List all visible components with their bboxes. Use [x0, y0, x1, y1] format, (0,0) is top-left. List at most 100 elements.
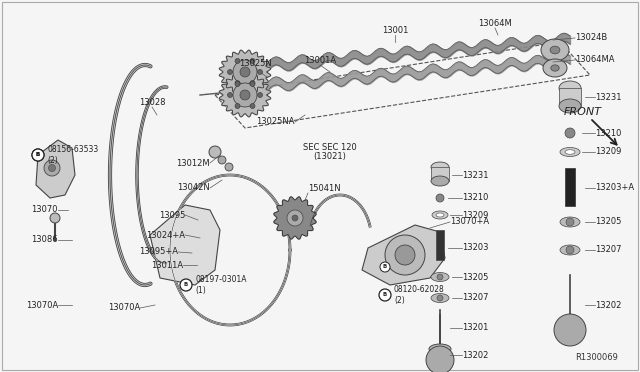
Text: 13095: 13095 [159, 211, 185, 219]
Circle shape [235, 103, 240, 109]
Ellipse shape [429, 344, 451, 354]
Circle shape [49, 164, 56, 171]
Circle shape [209, 146, 221, 158]
Circle shape [566, 246, 574, 254]
Text: 13064MA: 13064MA [575, 55, 614, 64]
Circle shape [50, 213, 60, 223]
Text: 13024+A: 13024+A [146, 231, 185, 240]
Bar [431, 167, 449, 181]
Circle shape [257, 93, 262, 97]
Circle shape [240, 67, 250, 77]
Circle shape [436, 194, 444, 202]
Polygon shape [220, 50, 271, 94]
Circle shape [240, 90, 250, 100]
Circle shape [233, 60, 257, 84]
Circle shape [32, 149, 44, 161]
Ellipse shape [431, 273, 449, 282]
Circle shape [250, 103, 255, 109]
Text: 13209: 13209 [595, 148, 621, 157]
Circle shape [257, 70, 262, 74]
Text: 08197-0301A
(1): 08197-0301A (1) [195, 275, 246, 295]
Circle shape [250, 81, 255, 86]
Text: 08120-62028
(2): 08120-62028 (2) [394, 285, 445, 305]
Circle shape [227, 70, 232, 74]
Text: B: B [383, 264, 387, 269]
Circle shape [385, 235, 425, 275]
Ellipse shape [436, 213, 444, 217]
Text: SEC SEC 120: SEC SEC 120 [303, 144, 357, 153]
Circle shape [32, 149, 44, 161]
Circle shape [437, 274, 443, 280]
Text: R1300069: R1300069 [575, 353, 618, 362]
Text: 13011A: 13011A [151, 260, 183, 269]
Text: 13024B: 13024B [575, 33, 607, 42]
Circle shape [218, 156, 226, 164]
Text: 13028: 13028 [139, 98, 165, 107]
Circle shape [426, 346, 454, 372]
Circle shape [380, 262, 390, 272]
Circle shape [180, 279, 192, 291]
Text: 13210: 13210 [462, 193, 488, 202]
Circle shape [250, 81, 255, 86]
Text: 13210: 13210 [595, 128, 621, 138]
Text: 08156-63533
(2): 08156-63533 (2) [47, 145, 99, 165]
Text: 13209: 13209 [462, 211, 488, 219]
Text: 13095+A: 13095+A [139, 247, 178, 257]
Bar [559, 88, 581, 106]
Ellipse shape [551, 65, 559, 71]
Text: 13025N: 13025N [239, 59, 271, 68]
Text: FRONT: FRONT [564, 107, 602, 117]
Polygon shape [362, 225, 445, 285]
Ellipse shape [432, 211, 448, 219]
Text: 13202: 13202 [462, 350, 488, 359]
Ellipse shape [560, 245, 580, 255]
Text: 13205: 13205 [462, 273, 488, 282]
Text: 13025NA: 13025NA [257, 118, 295, 126]
Polygon shape [274, 197, 316, 239]
Ellipse shape [560, 148, 580, 157]
Text: 13203: 13203 [462, 244, 488, 253]
Text: B: B [36, 153, 40, 157]
Text: 13070+A: 13070+A [450, 218, 489, 227]
Ellipse shape [543, 59, 567, 77]
Ellipse shape [431, 162, 449, 172]
Text: 13231: 13231 [462, 170, 488, 180]
Ellipse shape [431, 176, 449, 186]
Text: 13070A: 13070A [108, 304, 140, 312]
Text: 13202: 13202 [595, 301, 621, 310]
Text: B: B [36, 153, 40, 157]
Ellipse shape [541, 39, 569, 61]
Text: 13207: 13207 [462, 294, 488, 302]
Circle shape [395, 245, 415, 265]
Text: 13086: 13086 [31, 235, 58, 244]
Circle shape [379, 289, 391, 301]
Text: B: B [383, 292, 387, 298]
Ellipse shape [559, 81, 581, 95]
Ellipse shape [565, 150, 575, 154]
Text: 13201: 13201 [462, 324, 488, 333]
Circle shape [235, 58, 240, 64]
Text: B: B [184, 282, 188, 288]
Text: 13012M: 13012M [177, 158, 210, 167]
Circle shape [287, 210, 303, 226]
Polygon shape [36, 140, 75, 198]
Bar [436, 230, 444, 260]
Circle shape [292, 215, 298, 221]
Text: 13042N: 13042N [177, 183, 210, 192]
Circle shape [233, 83, 257, 107]
Polygon shape [220, 73, 271, 117]
Text: 13001A: 13001A [304, 56, 336, 65]
Text: 13207: 13207 [595, 246, 621, 254]
Circle shape [227, 93, 232, 97]
Text: 13231: 13231 [595, 93, 621, 102]
Text: 13203+A: 13203+A [595, 183, 634, 192]
Circle shape [554, 314, 586, 346]
Text: 13205: 13205 [595, 218, 621, 227]
Circle shape [250, 58, 255, 64]
Ellipse shape [431, 294, 449, 302]
Circle shape [235, 81, 240, 86]
Ellipse shape [559, 99, 581, 113]
Ellipse shape [550, 46, 560, 54]
Circle shape [235, 81, 240, 86]
Ellipse shape [560, 217, 580, 227]
